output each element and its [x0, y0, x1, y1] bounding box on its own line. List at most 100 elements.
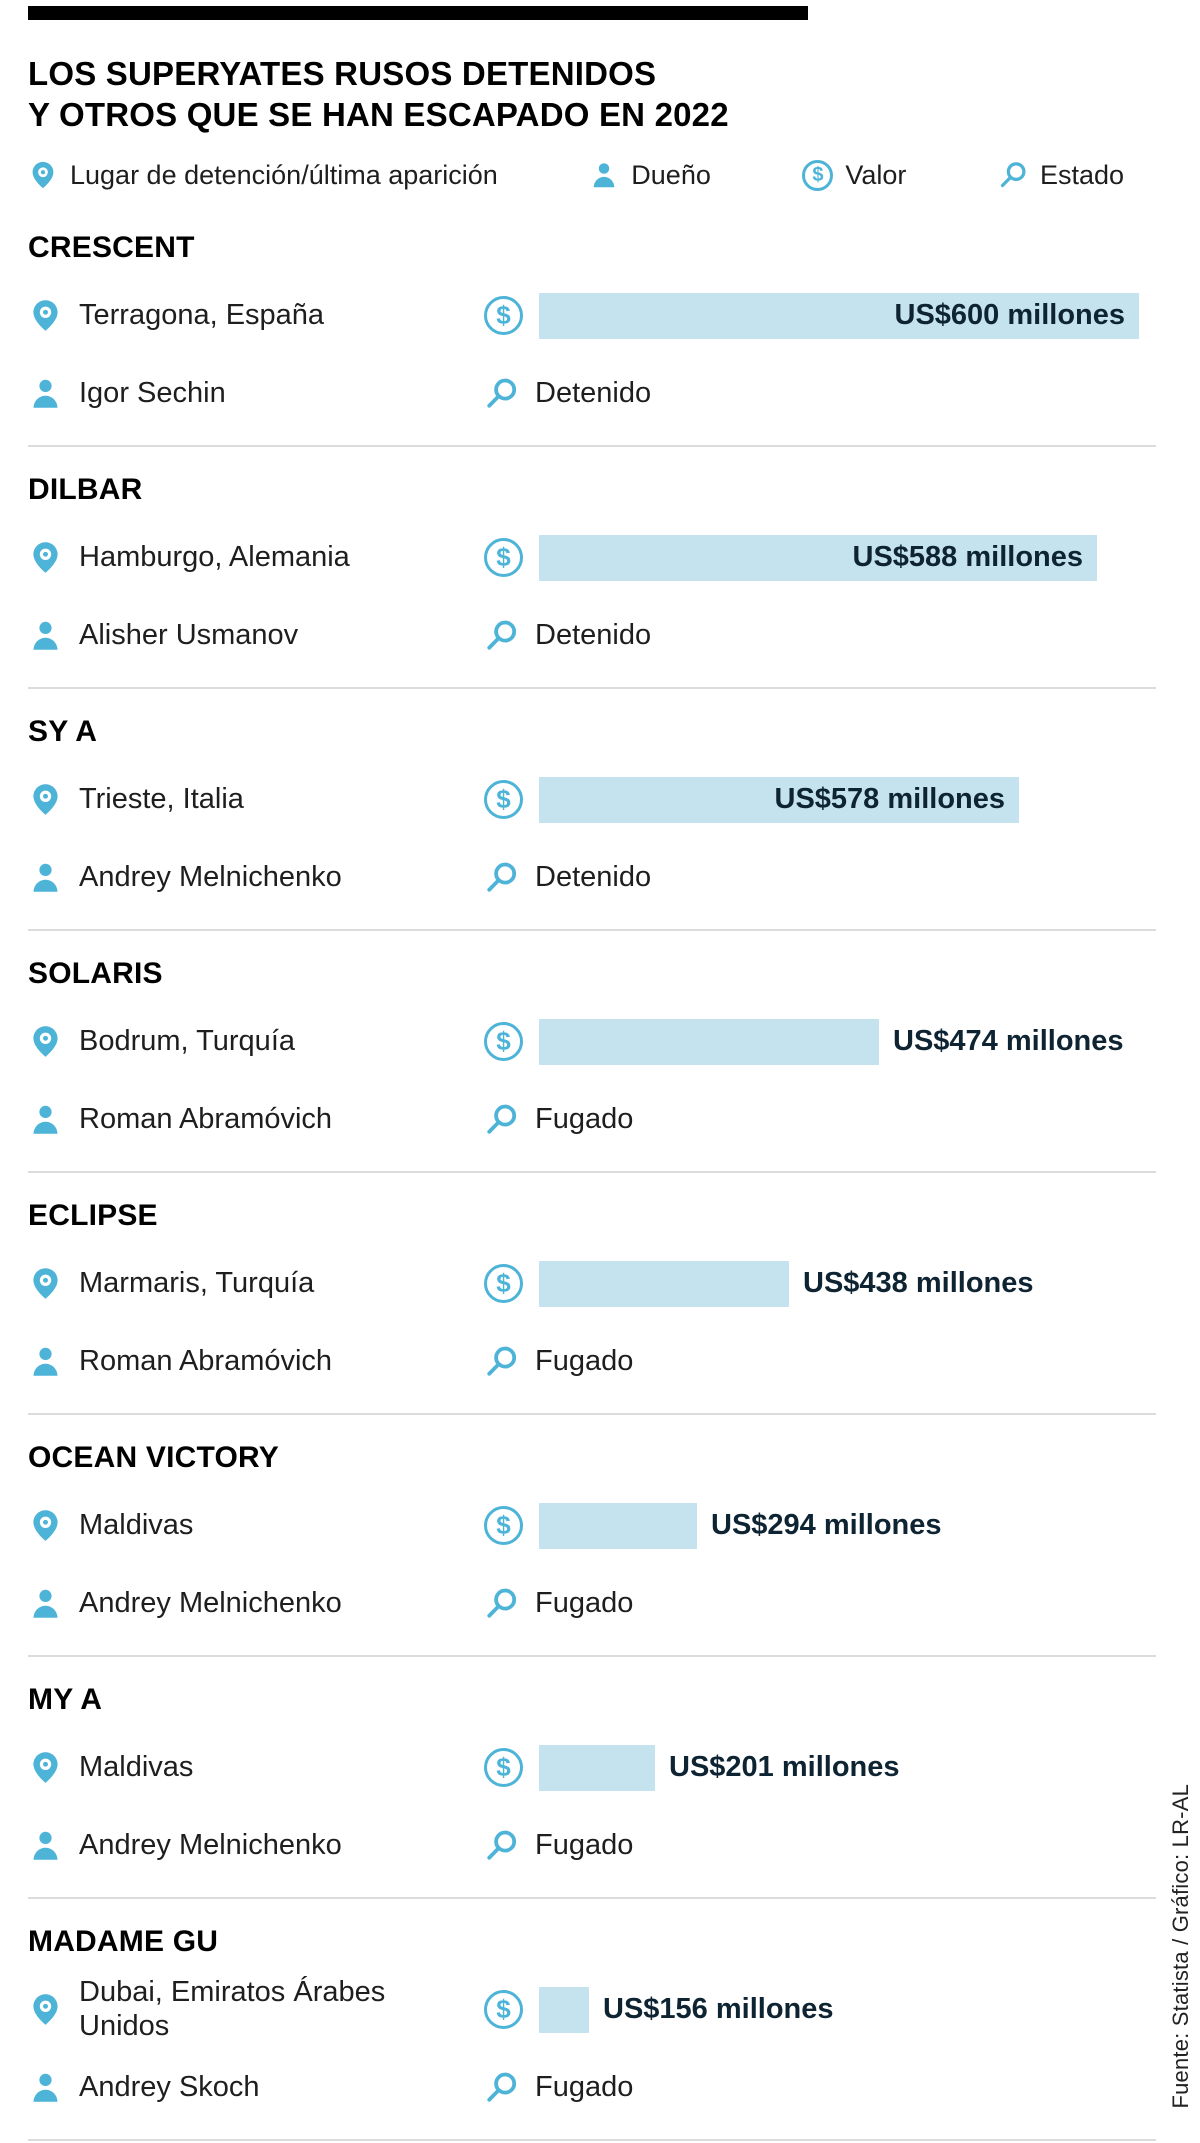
- value-cell: $ US$474 millones: [484, 1018, 1156, 1065]
- value-label: US$474 millones: [893, 1025, 1124, 1058]
- yacht-location: Maldivas: [79, 1509, 194, 1542]
- status-cell: Detenido: [484, 376, 1156, 411]
- owner-status-row: Andrey Melnichenko Fugado: [28, 1569, 1156, 1639]
- owner-cell: Andrey Melnichenko: [28, 1586, 484, 1621]
- location-cell: Trieste, Italia: [28, 782, 484, 817]
- person-icon: [28, 1102, 63, 1137]
- owner-cell: Andrey Melnichenko: [28, 860, 484, 895]
- owner-status-row: Andrey Melnichenko Fugado: [28, 1811, 1156, 1881]
- yacht-location: Bodrum, Turquía: [79, 1025, 295, 1058]
- yacht-status: Fugado: [535, 1829, 634, 1862]
- owner-cell: Andrey Melnichenko: [28, 1828, 484, 1863]
- owner-status-row: Roman Abramóvich Fugado: [28, 1327, 1156, 1397]
- yacht-owner: Igor Sechin: [79, 377, 226, 410]
- value-label: US$201 millones: [669, 1751, 900, 1784]
- legend-owner-label: Dueño: [631, 159, 711, 190]
- location-pin-icon: [28, 1750, 63, 1785]
- magnifier-icon: [484, 2070, 519, 2105]
- location-value-row: Trieste, Italia $ US$578 millones: [28, 765, 1156, 835]
- owner-status-row: Andrey Melnichenko Detenido: [28, 843, 1156, 913]
- page-title-line2: Y OTROS QUE SE HAN ESCAPADO EN 2022: [28, 95, 729, 133]
- value-bar: US$578 millones: [539, 776, 1019, 823]
- person-icon: [589, 160, 619, 190]
- legend-item-value: $ Valor: [802, 159, 906, 191]
- magnifier-icon: [484, 1102, 519, 1137]
- yacht-owner: Roman Abramóvich: [79, 1103, 333, 1136]
- yacht-owner: Andrey Skoch: [79, 2071, 260, 2104]
- page-title: LOS SUPERYATES RUSOS DETENIDOS Y OTROS Q…: [28, 54, 1156, 136]
- value-bar: [539, 1986, 589, 2033]
- yacht-status: Detenido: [535, 861, 652, 894]
- status-cell: Detenido: [484, 618, 1156, 653]
- top-accent-bar: [28, 6, 808, 20]
- location-cell: Marmaris, Turquía: [28, 1266, 484, 1301]
- legend-location-label: Lugar de detención/última aparición: [70, 159, 498, 190]
- status-cell: Fugado: [484, 1344, 1156, 1379]
- yacht-location: Maldivas: [79, 1751, 194, 1784]
- status-cell: Fugado: [484, 1828, 1156, 1863]
- location-value-row: Terragona, España $ US$600 millones: [28, 281, 1156, 351]
- location-pin-icon: [28, 298, 63, 333]
- status-cell: Fugado: [484, 1586, 1156, 1621]
- yacht-section: MADAME GU Dubai, Emiratos Árabes Unidos …: [28, 1899, 1156, 2141]
- magnifier-icon: [484, 860, 519, 895]
- value-bar-track: US$294 millones: [539, 1502, 1156, 1549]
- yacht-name: MADAME GU: [28, 1924, 219, 1958]
- dollar-circle-icon: $: [484, 1748, 523, 1788]
- owner-cell: Roman Abramóvich: [28, 1344, 484, 1379]
- yacht-location: Marmaris, Turquía: [79, 1267, 315, 1300]
- value-cell: $ US$600 millones: [484, 292, 1156, 339]
- location-pin-icon: [28, 1508, 63, 1543]
- owner-status-row: Roman Abramóvich Fugado: [28, 1085, 1156, 1155]
- value-label: US$600 millones: [894, 299, 1126, 332]
- value-cell: $ US$578 millones: [484, 776, 1156, 823]
- dollar-circle-icon: $: [802, 159, 834, 191]
- source-credit: Fuente: Statista / Gráfico: LR-AL: [1168, 1784, 1193, 2109]
- person-icon: [28, 2070, 63, 2105]
- value-bar: [539, 1744, 655, 1791]
- person-icon: [28, 860, 63, 895]
- value-bar: US$588 millones: [539, 534, 1097, 581]
- owner-cell: Igor Sechin: [28, 376, 484, 411]
- yacht-name: MY A: [28, 1682, 103, 1716]
- yacht-sections: CRESCENT Terragona, España $ US$600 mill…: [28, 205, 1156, 2141]
- legend: Lugar de detención/última aparición Dueñ…: [28, 159, 1124, 205]
- legend-status-label: Estado: [1039, 159, 1124, 190]
- value-cell: $ US$294 millones: [484, 1502, 1156, 1549]
- value-label: US$438 millones: [803, 1267, 1034, 1300]
- status-cell: Fugado: [484, 1102, 1156, 1137]
- yacht-owner: Andrey Melnichenko: [79, 1829, 342, 1862]
- value-bar: [539, 1018, 879, 1065]
- legend-item-status: Estado: [998, 160, 1124, 191]
- legend-item-location: Lugar de detención/última aparición: [28, 160, 498, 191]
- yacht-name: SOLARIS: [28, 956, 163, 990]
- location-value-row: Maldivas $ US$201 millones: [28, 1733, 1156, 1803]
- value-bar: [539, 1260, 789, 1307]
- location-value-row: Dubai, Emiratos Árabes Unidos $ US$156 m…: [28, 1975, 1156, 2045]
- yacht-section: ECLIPSE Marmaris, Turquía $ US$438 millo…: [28, 1173, 1156, 1415]
- page-title-line1: LOS SUPERYATES RUSOS DETENIDOS: [28, 55, 657, 92]
- dollar-circle-icon: $: [484, 1022, 523, 1062]
- value-label: US$294 millones: [711, 1509, 942, 1542]
- yacht-location: Terragona, España: [79, 299, 325, 332]
- location-value-row: Bodrum, Turquía $ US$474 millones: [28, 1007, 1156, 1077]
- yacht-owner: Alisher Usmanov: [79, 619, 299, 652]
- dollar-circle-icon: $: [484, 780, 523, 820]
- location-cell: Hamburgo, Alemania: [28, 540, 484, 575]
- yacht-name: CRESCENT: [28, 230, 195, 264]
- location-value-row: Hamburgo, Alemania $ US$588 millones: [28, 523, 1156, 593]
- value-bar-track: US$588 millones: [539, 534, 1156, 581]
- value-bar-track: US$600 millones: [539, 292, 1156, 339]
- yacht-name: ECLIPSE: [28, 1198, 158, 1232]
- location-pin-icon: [28, 1024, 63, 1059]
- value-bar-track: US$474 millones: [539, 1018, 1156, 1065]
- magnifier-icon: [484, 618, 519, 653]
- yacht-section: MY A Maldivas $ US$201 millones: [28, 1657, 1156, 1899]
- location-pin-icon: [28, 540, 63, 575]
- legend-item-owner: Dueño: [589, 160, 711, 191]
- owner-status-row: Andrey Skoch Fugado: [28, 2053, 1156, 2123]
- yacht-owner: Roman Abramóvich: [79, 1345, 333, 1378]
- dollar-circle-icon: $: [484, 1990, 523, 2030]
- value-bar-track: US$438 millones: [539, 1260, 1156, 1307]
- value-bar: US$600 millones: [539, 292, 1139, 339]
